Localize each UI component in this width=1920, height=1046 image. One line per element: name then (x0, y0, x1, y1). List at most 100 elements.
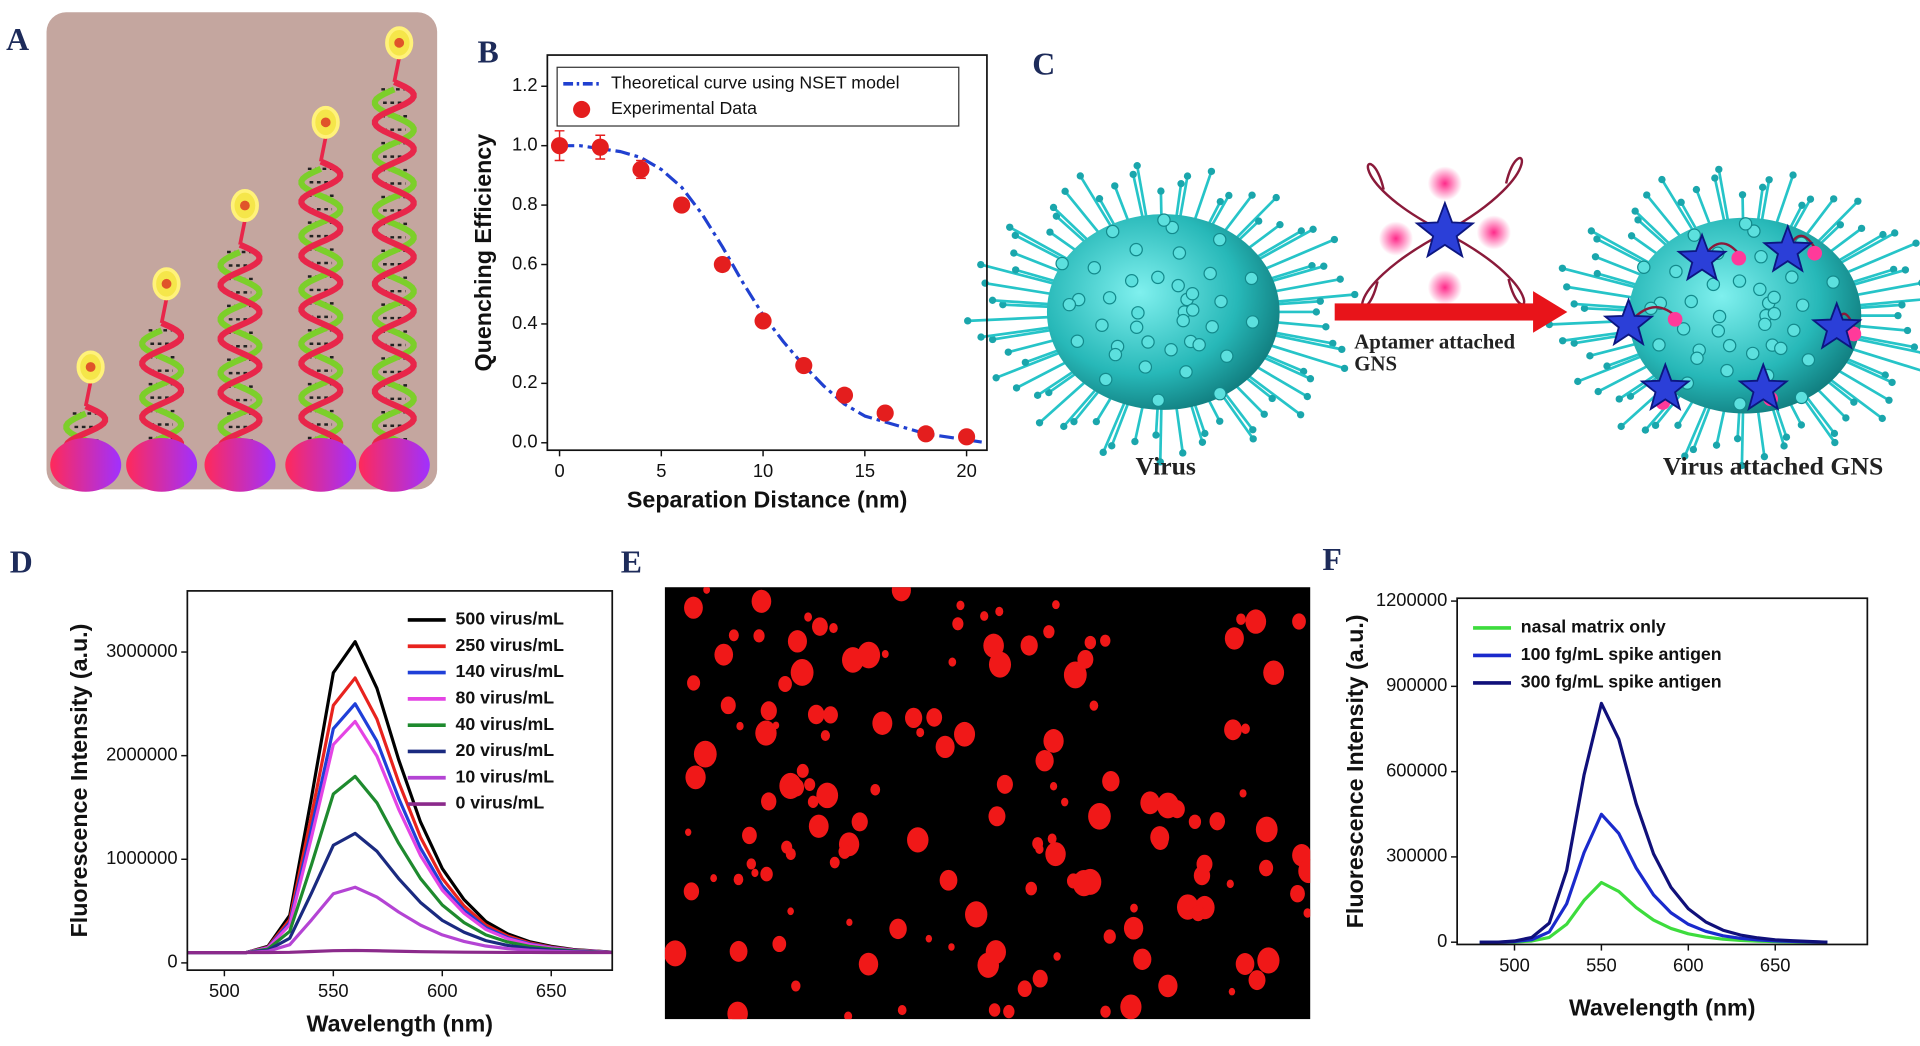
fluorescent-dot (728, 629, 739, 642)
fluorescent-dot (664, 940, 687, 967)
fluorescent-dot (1017, 980, 1032, 998)
spike-tip (1677, 198, 1685, 207)
virus-bump (1192, 337, 1206, 352)
fluorescent-dot (812, 617, 828, 636)
spike-tip (1249, 435, 1257, 443)
spike-tip (1586, 352, 1594, 360)
data-point (876, 404, 894, 422)
spike-tip (1901, 266, 1910, 274)
spike-tip (1336, 275, 1344, 283)
dna-strand (139, 320, 185, 453)
fluorescent-dot (1020, 635, 1038, 656)
spike-tip (1789, 171, 1797, 179)
fluorophore-core (161, 278, 172, 289)
fluorescent-dot (1239, 789, 1247, 798)
fluorescent-dot (842, 647, 864, 673)
y-tick-label: 600000 (1386, 759, 1447, 780)
fluorescent-dot (1052, 600, 1060, 610)
virus-bump (1722, 338, 1737, 353)
virus-bump (1220, 349, 1234, 363)
dye (1846, 326, 1862, 342)
fluorescent-dot (1089, 700, 1099, 711)
spike-tip (1580, 304, 1589, 312)
legend-label: nasal matrix only (1521, 617, 1666, 637)
nanoparticle (126, 437, 198, 492)
fluorescent-dot (804, 612, 813, 622)
legend-label: 0 virus/mL (456, 793, 545, 813)
legend-label: Theoretical curve using NSET model (611, 72, 900, 92)
virus-bump (1205, 319, 1219, 334)
y-tick-label: 1.0 (512, 134, 538, 155)
fluorescent-dot (760, 701, 777, 721)
spike-tip (1712, 441, 1721, 449)
legend-label: Experimental Data (611, 98, 757, 118)
y-axis-label: Quenching Efficiency (470, 134, 496, 372)
spike-tip (1198, 438, 1207, 446)
fluorescent-dot (1191, 905, 1205, 922)
fluorescent-dot (1130, 903, 1138, 913)
legend-label: 80 virus/mL (456, 688, 555, 708)
spike-tip (1021, 358, 1030, 367)
fluorescent-dot (760, 866, 773, 882)
virus-bump (1186, 303, 1200, 317)
fluorescent-dot (1241, 723, 1250, 734)
virus-body (1628, 217, 1862, 414)
spike-tip (1831, 438, 1839, 447)
panel-label: C (1032, 47, 1055, 82)
dna-strand (371, 79, 417, 451)
dye-glow (1476, 215, 1512, 250)
virus-bump (1712, 309, 1727, 324)
spike-tip (1891, 229, 1899, 237)
nanoparticle (358, 437, 430, 492)
spike-tip (1574, 377, 1582, 386)
fluorescent-dot (980, 611, 989, 621)
fluorescent-dot (1084, 635, 1097, 650)
y-axis-label: Fluorescence Intensity (a.u.) (1342, 614, 1368, 928)
spike-tip (1309, 225, 1317, 233)
virus-bump (1245, 315, 1260, 329)
y-tick-label: 0.2 (512, 371, 538, 392)
fluorescent-dot (729, 940, 748, 962)
y-axis-label: Fluorescence Intensity (a.u.) (66, 624, 92, 938)
spike-tip (1715, 165, 1723, 174)
fluorescent-dot (925, 934, 933, 943)
virus-bump (1794, 390, 1809, 405)
dye (1807, 245, 1823, 261)
spike-tip (1603, 362, 1611, 370)
fluorescent-dot (742, 826, 757, 845)
spike-tip (1587, 227, 1596, 235)
fluorescent-dot (1032, 969, 1048, 988)
x-tick-label: 5 (656, 460, 666, 481)
virus-bump (1102, 291, 1117, 305)
spike-tip (1133, 162, 1141, 170)
x-tick-label: 500 (209, 980, 240, 1001)
legend-label: 500 virus/mL (456, 609, 565, 629)
series-line (1479, 701, 1828, 944)
panel-a-diagram (50, 26, 430, 492)
fluorescent-dot (891, 587, 911, 602)
fluorescent-dot (1209, 812, 1226, 831)
spike-tip (1854, 197, 1862, 205)
fluorescent-dot (996, 774, 1013, 794)
spike-tip (1207, 167, 1216, 176)
fluorescent-dot (1235, 953, 1255, 975)
plot-area (1479, 701, 1828, 944)
fluorescent-dot (823, 706, 838, 724)
series-line (187, 831, 613, 955)
arrow-head (1533, 291, 1568, 333)
spike-tip (1798, 201, 1806, 209)
spike-tip (1340, 364, 1349, 373)
spike-tip (1878, 414, 1886, 423)
virus-bump (1690, 351, 1704, 365)
spike-tip (1692, 185, 1701, 194)
x-tick-label: 15 (855, 460, 875, 481)
aptamer-loop (1444, 231, 1526, 306)
spike-tip (1179, 449, 1187, 457)
spike-tip (1780, 442, 1788, 450)
virus-bump (1124, 273, 1139, 288)
spike-tip (1320, 262, 1328, 270)
virus-label: Virus (1135, 451, 1195, 480)
virus-bump (1826, 275, 1840, 289)
spike-tip (1011, 266, 1020, 274)
linker (392, 57, 401, 83)
